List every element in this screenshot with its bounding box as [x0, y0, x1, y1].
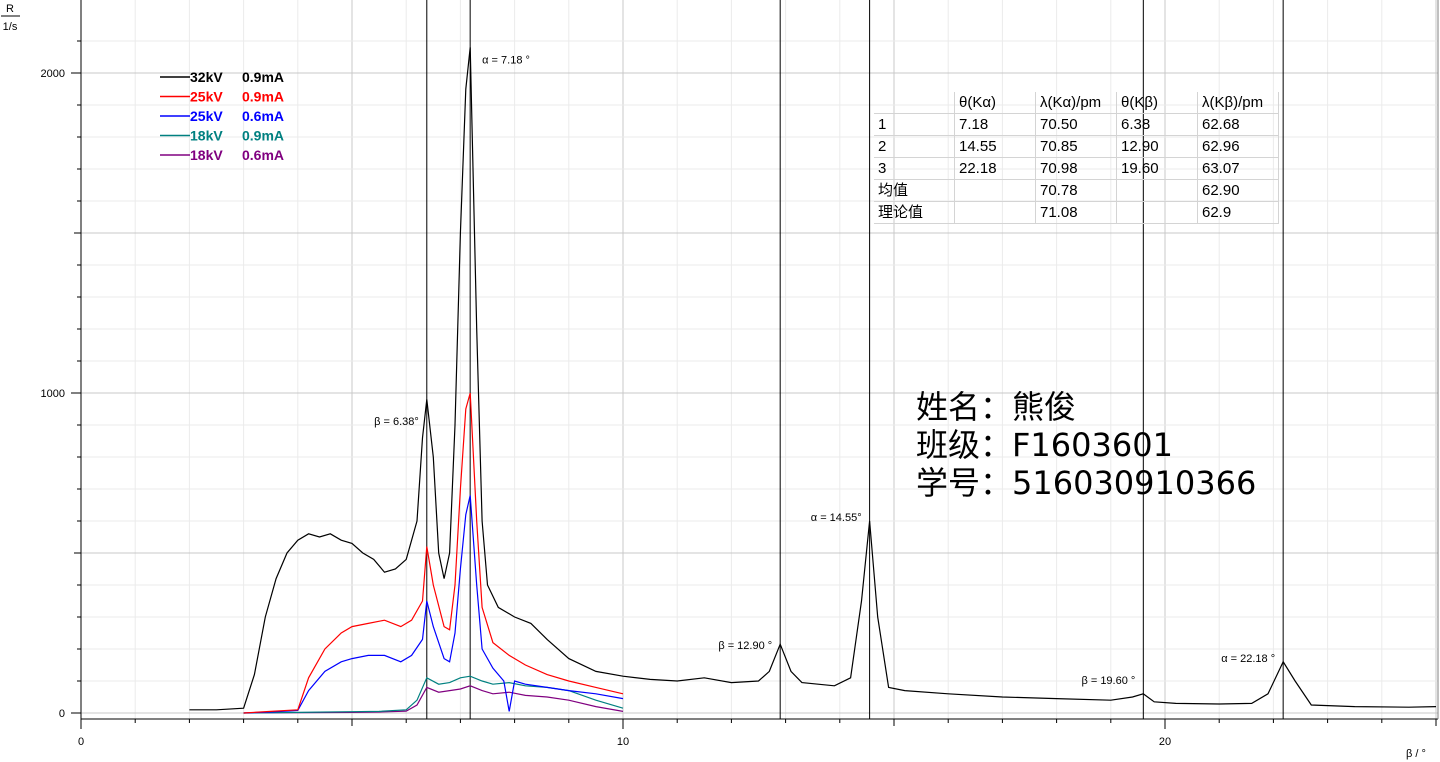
student-name: 姓名：熊俊 [916, 388, 1077, 426]
table-cell: 3 [874, 157, 955, 180]
table-cell [1116, 201, 1198, 224]
table-cell: 2 [874, 135, 955, 158]
series-line [243, 675, 624, 714]
x-axis-label: β / ° [1406, 748, 1426, 760]
y-axis-label: R 1/s [1, 3, 20, 33]
peak-annotation: α = 22.18 ° [1221, 653, 1275, 665]
table-cell: 70.78 [1035, 179, 1117, 202]
table-cell: 1 [874, 113, 955, 136]
student-id: 学号：516030910366 [916, 464, 1257, 502]
student-info: 姓名：熊俊 班级：F1603601 学号：516030910366 [916, 388, 1256, 502]
results-table: θ(Kα) λ(Kα)/pm θ(Kβ) λ(Kβ)/pm 1 7.18 70.50 6.38… [874, 92, 1279, 224]
axes: 0 10 20 0 1000 2000 [41, 0, 1439, 748]
table-header-cell [874, 92, 955, 114]
table-cell: 63.07 [1197, 157, 1279, 180]
peak-annotation: α = 7.18 ° [482, 54, 530, 66]
peak-annotation: α = 14.55° [811, 512, 862, 524]
table-row: 均值 70.78 62.90 [874, 179, 1279, 202]
table-cell: 19.60 [1116, 157, 1198, 180]
table-cell: 70.98 [1035, 157, 1117, 180]
series-line [243, 495, 624, 714]
table-cell [1116, 179, 1198, 202]
legend-label-voltage: 18kV [190, 128, 223, 144]
peak-annotation: β = 19.60 ° [1081, 675, 1135, 687]
table-cell: 71.08 [1035, 201, 1117, 224]
table-cell: 70.85 [1035, 135, 1117, 158]
table-row: 1 7.18 70.50 6.38 62.68 [874, 113, 1279, 136]
table-header-row: θ(Kα) λ(Kα)/pm θ(Kβ) λ(Kβ)/pm [874, 92, 1279, 114]
table-cell [954, 201, 1036, 224]
series-line [189, 47, 1437, 711]
table-header-cell: λ(Kα)/pm [1035, 92, 1117, 114]
legend-label-current: 0.6mA [242, 147, 284, 163]
legend-label-current: 0.9mA [242, 128, 284, 144]
legend-label-voltage: 25kV [190, 89, 223, 105]
table-cell: 70.50 [1035, 113, 1117, 136]
peak-annotation: β = 12.90 ° [718, 640, 772, 652]
series-line [243, 392, 624, 714]
series-layer [189, 47, 1437, 714]
y-tick-label: 0 [59, 708, 65, 720]
table-cell: 62.90 [1197, 179, 1279, 202]
legend: 32kV 0.9mA 25kV 0.9mA 25kV 0.6mA 18kV 0.9mA 18kV… [160, 69, 284, 163]
legend-label-voltage: 25kV [190, 108, 223, 124]
table-cell: 7.18 [954, 113, 1036, 136]
peak-annotation: β = 6.38° [374, 416, 419, 428]
vertical-markers [426, 0, 1284, 719]
table-cell: 均值 [874, 179, 955, 202]
table-header-cell: λ(Kβ)/pm [1197, 92, 1279, 114]
x-tick-label: 20 [1159, 736, 1171, 748]
x-tick-label: 10 [617, 736, 629, 748]
table-cell [954, 179, 1036, 202]
table-row: 3 22.18 70.98 19.60 63.07 [874, 157, 1279, 180]
legend-label-current: 0.9mA [242, 69, 284, 85]
table-cell: 14.55 [954, 135, 1036, 158]
table-cell: 6.38 [1116, 113, 1198, 136]
y-tick-label: 1000 [41, 388, 65, 400]
table-cell: 理论值 [874, 201, 955, 224]
x-tick-label: 0 [78, 736, 84, 748]
table-row: 理论值 71.08 62.9 [874, 201, 1279, 224]
legend-label-current: 0.9mA [242, 89, 284, 105]
legend-label-voltage: 18kV [190, 147, 223, 163]
legend-label-voltage: 32kV [190, 69, 223, 85]
table-header-cell: θ(Kβ) [1116, 92, 1198, 114]
legend-label-current: 0.6mA [242, 108, 284, 124]
y-axis-label-bottom: 1/s [3, 21, 18, 33]
y-axis-label-top: R [6, 3, 14, 15]
annotations: α = 7.18 ° β = 6.38° α = 14.55° β = 12.90 °… [374, 54, 1275, 687]
table-cell: 22.18 [954, 157, 1036, 180]
table-header-cell: θ(Kα) [954, 92, 1036, 114]
table-cell: 12.90 [1116, 135, 1198, 158]
student-class: 班级：F1603601 [916, 426, 1173, 464]
table-cell: 62.96 [1197, 135, 1279, 158]
table-row: 2 14.55 70.85 12.90 62.96 [874, 135, 1279, 158]
table-cell: 62.68 [1197, 113, 1279, 136]
y-tick-label: 2000 [41, 68, 65, 80]
table-cell: 62.9 [1197, 201, 1279, 224]
